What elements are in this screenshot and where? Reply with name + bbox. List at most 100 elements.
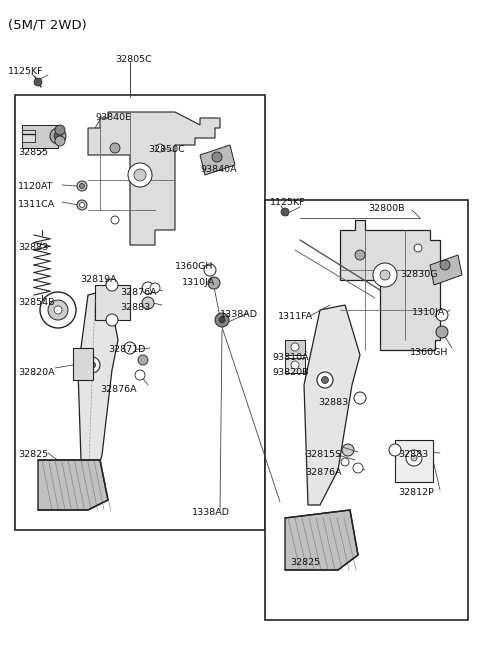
Circle shape (134, 169, 146, 181)
Circle shape (50, 128, 66, 144)
Polygon shape (88, 112, 220, 245)
Circle shape (436, 326, 448, 338)
Circle shape (40, 292, 76, 328)
Circle shape (54, 132, 62, 140)
Bar (265, 200, 468, 620)
Text: 32820A: 32820A (18, 368, 55, 377)
Text: 93840E: 93840E (95, 113, 131, 122)
Polygon shape (430, 255, 462, 285)
Circle shape (219, 317, 225, 323)
Circle shape (389, 444, 401, 456)
Bar (73, 348, 93, 380)
Circle shape (128, 163, 152, 187)
Circle shape (353, 463, 363, 473)
Polygon shape (78, 290, 118, 490)
Circle shape (54, 306, 62, 314)
Text: 32883: 32883 (318, 398, 348, 407)
Text: (5M/T 2WD): (5M/T 2WD) (8, 18, 87, 31)
Polygon shape (340, 220, 440, 350)
Text: 1310JA: 1310JA (182, 278, 215, 287)
Circle shape (440, 260, 450, 270)
Polygon shape (200, 145, 235, 175)
Circle shape (111, 216, 119, 224)
Bar (395, 440, 433, 482)
Circle shape (77, 181, 87, 191)
Circle shape (106, 279, 118, 291)
Circle shape (80, 202, 84, 208)
Polygon shape (95, 285, 130, 320)
Polygon shape (22, 130, 35, 142)
Text: 1311CA: 1311CA (18, 200, 55, 209)
Circle shape (341, 458, 349, 466)
Circle shape (317, 372, 333, 388)
Text: 32876A: 32876A (120, 288, 156, 297)
Circle shape (124, 342, 136, 354)
Circle shape (208, 277, 220, 289)
Text: 32871D: 32871D (108, 345, 145, 354)
Circle shape (142, 297, 154, 309)
Circle shape (281, 208, 289, 216)
Text: 32883: 32883 (398, 450, 428, 459)
Text: 32819A: 32819A (80, 275, 117, 284)
Text: 32876A: 32876A (305, 468, 342, 477)
Text: 32855: 32855 (18, 148, 48, 157)
Circle shape (411, 455, 417, 461)
Text: 93820B: 93820B (272, 368, 309, 377)
Text: 1311FA: 1311FA (278, 312, 313, 321)
Text: 32883: 32883 (18, 243, 48, 252)
Text: 32830G: 32830G (400, 270, 437, 279)
Circle shape (55, 125, 65, 135)
Polygon shape (285, 510, 358, 570)
Text: 32800B: 32800B (368, 204, 405, 213)
Text: 32825: 32825 (18, 450, 48, 459)
Circle shape (212, 152, 222, 162)
Circle shape (84, 357, 100, 373)
Text: 1338AD: 1338AD (220, 310, 258, 319)
Circle shape (80, 183, 84, 189)
Circle shape (380, 270, 390, 280)
Text: 32825: 32825 (290, 558, 320, 567)
Circle shape (204, 264, 216, 276)
Circle shape (110, 143, 120, 153)
Polygon shape (38, 460, 108, 510)
Text: 32850C: 32850C (148, 145, 185, 154)
Circle shape (373, 263, 397, 287)
Circle shape (414, 244, 422, 252)
Circle shape (291, 361, 299, 369)
Text: 1360GH: 1360GH (175, 262, 214, 271)
Text: 32883: 32883 (120, 303, 150, 312)
Text: 32812P: 32812P (398, 488, 434, 497)
Polygon shape (285, 340, 305, 355)
Text: 32854B: 32854B (18, 298, 55, 307)
Text: 1360GH: 1360GH (410, 348, 448, 357)
Text: 93840A: 93840A (200, 165, 237, 174)
Circle shape (354, 392, 366, 404)
Text: 1338AD: 1338AD (192, 508, 230, 517)
Circle shape (142, 282, 154, 294)
Circle shape (436, 309, 448, 321)
Circle shape (156, 144, 164, 152)
Text: 93810A: 93810A (272, 353, 309, 362)
Circle shape (291, 343, 299, 351)
Circle shape (77, 200, 87, 210)
Circle shape (106, 314, 118, 326)
Circle shape (215, 313, 229, 327)
Circle shape (342, 444, 354, 456)
Circle shape (88, 362, 96, 369)
Circle shape (34, 78, 42, 86)
Text: 1120AT: 1120AT (18, 182, 53, 191)
Text: 1125KF: 1125KF (8, 67, 44, 76)
Polygon shape (285, 358, 305, 373)
Circle shape (48, 300, 68, 320)
Circle shape (322, 377, 328, 383)
Polygon shape (22, 125, 58, 148)
Text: 32805C: 32805C (115, 55, 152, 64)
Circle shape (355, 250, 365, 260)
Text: 32876A: 32876A (100, 385, 137, 394)
Circle shape (55, 136, 65, 146)
Circle shape (150, 283, 160, 293)
Text: 1125KF: 1125KF (270, 198, 305, 207)
Text: 1310JA: 1310JA (412, 308, 445, 317)
Circle shape (406, 450, 422, 466)
Polygon shape (304, 305, 360, 505)
